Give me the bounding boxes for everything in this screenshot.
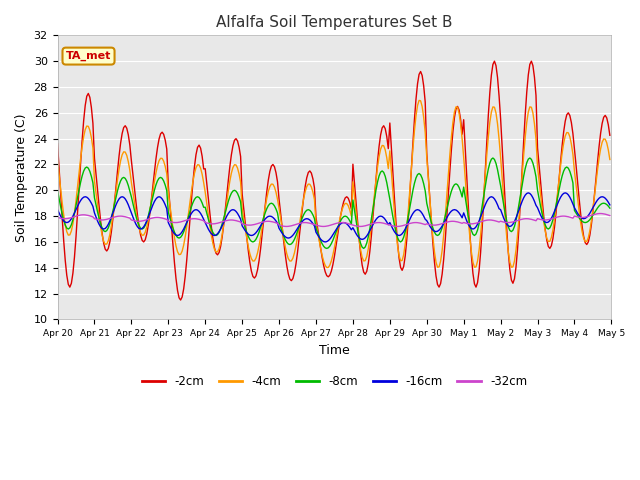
-4cm bbox=[579, 229, 586, 235]
-8cm bbox=[323, 245, 331, 251]
-8cm bbox=[295, 224, 303, 230]
X-axis label: Time: Time bbox=[319, 344, 350, 357]
-32cm bbox=[237, 219, 244, 225]
-16cm bbox=[122, 196, 129, 202]
-32cm bbox=[246, 222, 253, 228]
Y-axis label: Soil Temperature (C): Soil Temperature (C) bbox=[15, 113, 28, 241]
-4cm bbox=[237, 180, 244, 185]
-4cm bbox=[218, 232, 226, 238]
-32cm bbox=[218, 219, 226, 225]
Line: -4cm: -4cm bbox=[58, 100, 610, 267]
-2cm bbox=[606, 132, 614, 138]
-8cm bbox=[54, 188, 61, 193]
-16cm bbox=[295, 223, 303, 229]
-32cm bbox=[606, 213, 614, 218]
-4cm bbox=[122, 149, 129, 155]
-8cm bbox=[526, 155, 534, 161]
-16cm bbox=[524, 190, 532, 196]
-32cm bbox=[122, 214, 129, 220]
-32cm bbox=[596, 211, 604, 216]
-2cm bbox=[579, 224, 586, 229]
-8cm bbox=[246, 237, 253, 242]
-4cm bbox=[54, 157, 61, 163]
-2cm bbox=[238, 191, 246, 197]
-16cm bbox=[579, 216, 586, 221]
-32cm bbox=[577, 215, 584, 220]
-2cm bbox=[54, 141, 61, 146]
-16cm bbox=[606, 202, 614, 208]
-32cm bbox=[54, 215, 61, 220]
-2cm bbox=[248, 268, 255, 274]
-8cm bbox=[606, 205, 614, 211]
-2cm bbox=[527, 58, 535, 64]
-2cm bbox=[220, 222, 228, 228]
Line: -8cm: -8cm bbox=[58, 158, 610, 248]
-4cm bbox=[246, 251, 253, 256]
-8cm bbox=[218, 221, 226, 227]
-2cm bbox=[177, 297, 184, 303]
Title: Alfalfa Soil Temperatures Set B: Alfalfa Soil Temperatures Set B bbox=[216, 15, 452, 30]
-16cm bbox=[237, 216, 244, 222]
Text: TA_met: TA_met bbox=[66, 51, 111, 61]
Line: -32cm: -32cm bbox=[58, 214, 610, 227]
-4cm bbox=[415, 97, 423, 103]
-8cm bbox=[579, 218, 586, 224]
-8cm bbox=[237, 199, 244, 204]
-2cm bbox=[122, 123, 129, 129]
-16cm bbox=[321, 239, 329, 245]
Line: -16cm: -16cm bbox=[58, 193, 610, 242]
-4cm bbox=[606, 156, 614, 162]
-4cm bbox=[295, 224, 303, 230]
-32cm bbox=[297, 220, 305, 226]
-16cm bbox=[54, 207, 61, 213]
-32cm bbox=[283, 224, 291, 229]
-16cm bbox=[218, 223, 226, 229]
-16cm bbox=[246, 232, 253, 238]
Line: -2cm: -2cm bbox=[58, 61, 610, 300]
-4cm bbox=[323, 264, 331, 270]
Legend: -2cm, -4cm, -8cm, -16cm, -32cm: -2cm, -4cm, -8cm, -16cm, -32cm bbox=[137, 371, 532, 393]
-8cm bbox=[122, 176, 129, 181]
-2cm bbox=[297, 222, 305, 228]
